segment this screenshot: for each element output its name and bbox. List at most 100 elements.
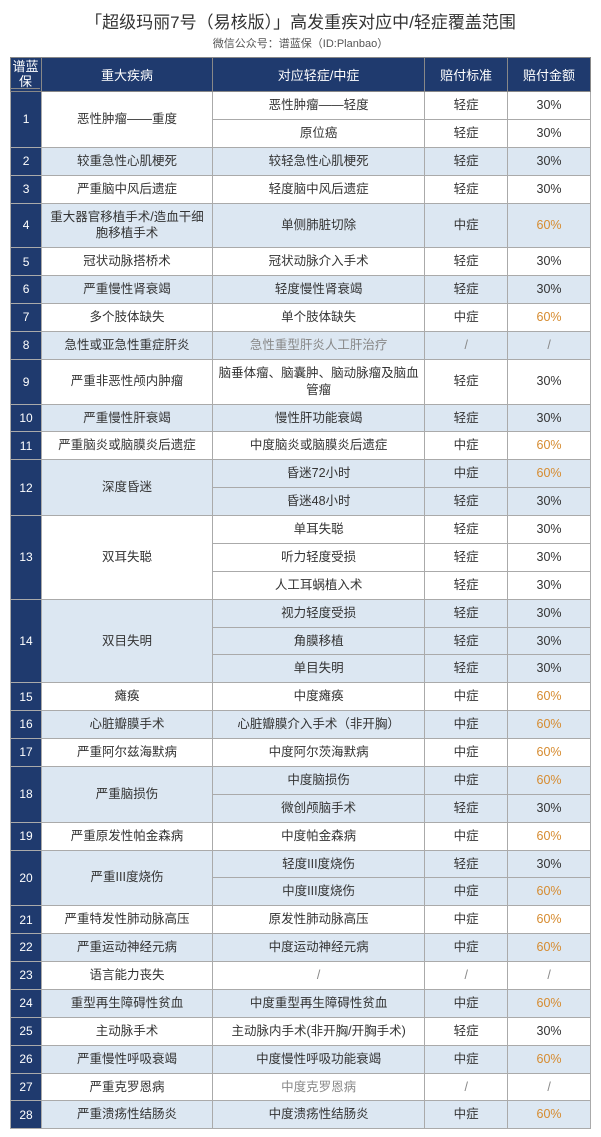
amt-cell: 60% <box>508 1045 591 1073</box>
disease-cell: 双目失明 <box>42 599 213 683</box>
table-row: 26严重慢性呼吸衰竭中度慢性呼吸功能衰竭中症60% <box>11 1045 591 1073</box>
minor-cell: 单个肢体缺失 <box>212 304 424 332</box>
std-cell: 中症 <box>425 906 508 934</box>
row-number: 16 <box>11 711 42 739</box>
disease-cell: 冠状动脉搭桥术 <box>42 248 213 276</box>
page-subtitle: 微信公众号：谱蓝保（ID:Planbao） <box>10 35 591 51</box>
std-cell: 中症 <box>425 304 508 332</box>
amt-cell: 30% <box>508 571 591 599</box>
minor-cell: 恶性肿瘤——轻度 <box>212 92 424 120</box>
std-cell: 中症 <box>425 878 508 906</box>
std-cell: 轻症 <box>425 599 508 627</box>
row-number: 20 <box>11 850 42 906</box>
amt-cell: 60% <box>508 878 591 906</box>
row-number: 4 <box>11 203 42 248</box>
minor-cell: 原发性肺动脉高压 <box>212 906 424 934</box>
table-row: 21严重特发性肺动脉高压原发性肺动脉高压中症60% <box>11 906 591 934</box>
std-cell: / <box>425 331 508 359</box>
std-cell: 中症 <box>425 432 508 460</box>
row-number: 7 <box>11 304 42 332</box>
std-cell: 轻症 <box>425 147 508 175</box>
disease-cell: 语言能力丧失 <box>42 962 213 990</box>
minor-cell: 脑垂体瘤、脑囊肿、脑动脉瘤及脑血管瘤 <box>212 359 424 404</box>
std-cell: 中症 <box>425 460 508 488</box>
table-row: 15瘫痪中度瘫痪中症60% <box>11 683 591 711</box>
amt-cell: 30% <box>508 276 591 304</box>
minor-cell: 人工耳蜗植入术 <box>212 571 424 599</box>
minor-cell: 中度帕金森病 <box>212 822 424 850</box>
std-cell: 中症 <box>425 203 508 248</box>
minor-cell: 中度III度烧伤 <box>212 878 424 906</box>
table-row: 12深度昏迷昏迷72小时中症60% <box>11 460 591 488</box>
std-cell: 轻症 <box>425 359 508 404</box>
disease-cell: 恶性肿瘤——重度 <box>42 92 213 148</box>
std-cell: 轻症 <box>425 543 508 571</box>
std-cell: / <box>425 962 508 990</box>
header-std: 赔付标准 <box>425 58 508 92</box>
table-row: 2较重急性心肌梗死较轻急性心肌梗死轻症30% <box>11 147 591 175</box>
std-cell: 轻症 <box>425 404 508 432</box>
std-cell: 中症 <box>425 683 508 711</box>
amt-cell: 30% <box>508 543 591 571</box>
amt-cell: 30% <box>508 599 591 627</box>
table-row: 23语言能力丧失/// <box>11 962 591 990</box>
row-number: 8 <box>11 331 42 359</box>
minor-cell: 原位癌 <box>212 119 424 147</box>
minor-cell: 轻度慢性肾衰竭 <box>212 276 424 304</box>
minor-cell: 轻度III度烧伤 <box>212 850 424 878</box>
disease-cell: 严重阿尔兹海默病 <box>42 739 213 767</box>
table-row: 10严重慢性肝衰竭慢性肝功能衰竭轻症30% <box>11 404 591 432</box>
minor-cell: 微创颅脑手术 <box>212 794 424 822</box>
amt-cell: 30% <box>508 248 591 276</box>
disease-cell: 严重慢性肝衰竭 <box>42 404 213 432</box>
table-row: 22严重运动神经元病中度运动神经元病中症60% <box>11 934 591 962</box>
table-row: 28严重溃疡性结肠炎中度溃疡性结肠炎中症60% <box>11 1101 591 1129</box>
page-title: 「超级玛丽7号（易核版）」高发重疾对应中/轻症覆盖范围 <box>10 8 591 33</box>
row-number: 10 <box>11 404 42 432</box>
row-number: 24 <box>11 989 42 1017</box>
amt-cell: 30% <box>508 92 591 120</box>
std-cell: 中症 <box>425 989 508 1017</box>
amt-cell: 30% <box>508 850 591 878</box>
minor-cell: 急性重型肝炎人工肝治疗 <box>212 331 424 359</box>
disease-cell: 严重特发性肺动脉高压 <box>42 906 213 934</box>
table-row: 14双目失明视力轻度受损轻症30% <box>11 599 591 627</box>
disease-cell: 深度昏迷 <box>42 460 213 516</box>
amt-cell: / <box>508 962 591 990</box>
amt-cell: 60% <box>508 711 591 739</box>
std-cell: 中症 <box>425 711 508 739</box>
row-number: 12 <box>11 460 42 516</box>
minor-cell: 中度克罗恩病 <box>212 1073 424 1101</box>
amt-cell: 30% <box>508 175 591 203</box>
table-row: 4重大器官移植手术/造血干细胞移植手术单侧肺脏切除中症60% <box>11 203 591 248</box>
std-cell: 轻症 <box>425 1017 508 1045</box>
row-number: 1 <box>11 92 42 148</box>
amt-cell: / <box>508 331 591 359</box>
std-cell: 轻症 <box>425 627 508 655</box>
std-cell: 中症 <box>425 1045 508 1073</box>
std-cell: 中症 <box>425 934 508 962</box>
table-row: 9严重非恶性颅内肿瘤脑垂体瘤、脑囊肿、脑动脉瘤及脑血管瘤轻症30% <box>11 359 591 404</box>
amt-cell: 60% <box>508 934 591 962</box>
minor-cell: 中度脑炎或脑膜炎后遗症 <box>212 432 424 460</box>
amt-cell: 60% <box>508 683 591 711</box>
amt-cell: 30% <box>508 119 591 147</box>
minor-cell: 单侧肺脏切除 <box>212 203 424 248</box>
amt-cell: 30% <box>508 359 591 404</box>
disease-cell: 主动脉手术 <box>42 1017 213 1045</box>
row-number: 13 <box>11 516 42 600</box>
amt-cell: / <box>508 1073 591 1101</box>
std-cell: 轻症 <box>425 655 508 683</box>
row-number: 17 <box>11 739 42 767</box>
amt-cell: 60% <box>508 1101 591 1129</box>
amt-cell: 30% <box>508 655 591 683</box>
amt-cell: 30% <box>508 627 591 655</box>
minor-cell: 单目失明 <box>212 655 424 683</box>
amt-cell: 60% <box>508 203 591 248</box>
amt-cell: 30% <box>508 794 591 822</box>
header-amt: 赔付金额 <box>508 58 591 92</box>
disease-cell: 严重原发性帕金森病 <box>42 822 213 850</box>
table-row: 8急性或亚急性重症肝炎急性重型肝炎人工肝治疗// <box>11 331 591 359</box>
header-minor: 对应轻症/中症 <box>212 58 424 92</box>
minor-cell: 中度慢性呼吸功能衰竭 <box>212 1045 424 1073</box>
